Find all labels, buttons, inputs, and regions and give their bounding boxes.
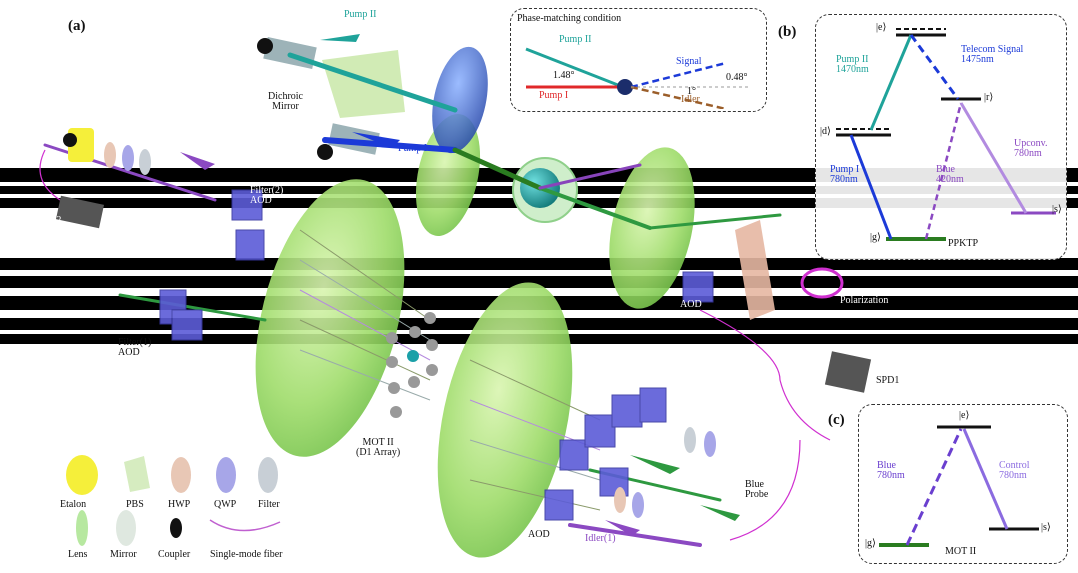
level-c-control: Control 780nm [999,460,1030,481]
panel-label-c: (c) [828,412,845,428]
label-pump1: Pump I [398,143,428,154]
level-b-e: |e⟩ [876,22,887,33]
legend-etalon: Etalon [60,499,87,510]
phase-angle2: 0.48° [726,72,748,83]
pump-laser-mid [317,123,380,160]
panel-label-b: (b) [778,24,797,40]
level-diagram-b: |e⟩ |r⟩ |d⟩ |g⟩ |s⟩ Pump II 1470nm Pump … [815,14,1067,260]
level-c-blue: Blue 780nm [877,460,905,481]
level-b-telecom: Telecom Signal 1475nm [961,44,1024,65]
label-pump2: Pump II [344,9,377,20]
label-spd1: SPD1 [876,375,900,386]
fiber-path-left [39,149,61,201]
label-ppktp: PPKTP [530,231,561,242]
fiber-path-bottom [729,439,801,541]
phase-matching-box: Phase-matching condition Pump II Pump I … [510,8,767,112]
legend-hwp: HWP [168,499,191,510]
spd1-box [824,351,872,393]
fiber-path-right [699,309,831,441]
phase-idler: Idler [681,94,700,105]
level-b-pump2: Pump II 1470nm [836,54,869,75]
level-c-e: |e⟩ [959,410,970,421]
fiber-coil [800,267,844,299]
level-b-svg [836,28,1056,241]
phase-pump2: Pump II [559,34,592,45]
label-dichroic-mirror: Dichroic Mirror [268,91,303,112]
blue-lens-top [432,46,488,154]
level-b-blue: Blue 420nm [936,164,964,185]
legend-pbs: PBS [126,499,144,510]
phase-angle1: 1.48° [553,70,575,81]
label-aom-b: Filter(1) AOD [118,337,152,358]
legend-filter: Filter [258,499,280,510]
legend-fiber: Single-mode fiber [210,549,283,560]
label-aod-right: AOD [680,299,702,310]
small-optics [104,142,716,518]
level-b-s: |s⟩ [1052,204,1062,215]
big-lens-left [255,179,405,457]
label-idler-bottom: Idler(1) [585,533,616,544]
label-dipping: Dipping [458,229,491,240]
pump-laser-top [257,37,317,69]
dichroic-prism [322,50,405,118]
level-b-pump1: Pump I 780nm [830,164,860,185]
level-b-ppktp: PPKTP [948,238,979,249]
legend-coupler: Coupler [158,549,191,560]
level-c-svg [879,425,1039,547]
phase-pump1: Pump I [539,90,569,101]
label-blue-probe: Blue Probe [745,479,769,500]
arrows [180,34,740,536]
level-b-g: |g⟩ [870,232,881,243]
level-c-mot: MOT II [945,546,977,557]
phase-angle3: 1° [687,86,696,97]
level-b-d: |d⟩ [820,126,831,137]
label-spd2: SPD2 [38,215,62,226]
panel-label-a: (a) [68,18,86,34]
label-mot: MOT II (D1 Array) [356,437,401,458]
big-lens-bottom [437,282,573,558]
aod-cubes [159,189,714,521]
label-aod-bottom: AOD [528,529,550,540]
level-c-s: |s⟩ [1041,522,1051,533]
mot-array [386,312,438,418]
level-b-r: |r⟩ [984,92,994,103]
phase-signal: Signal [676,56,702,67]
legend-qwp: QWP [214,499,237,510]
spd2-box [55,195,105,229]
legend-icons [66,455,281,546]
level-c-g: |g⟩ [865,538,876,549]
level-diagram-c: |e⟩ |g⟩ |s⟩ Blue 780nm Control 780nm MOT… [858,404,1068,564]
phase-box-svg [525,47,751,109]
label-polarization: Polarization [840,295,889,306]
wedge-right [735,220,775,320]
level-b-upconv: Upconv. 780nm [1014,138,1048,159]
legend-mirror: Mirror [110,549,137,560]
legend-lens: Lens [68,549,88,560]
label-aom-a: Filter(2) AOD [250,185,284,206]
phase-box-title: Phase-matching condition [517,13,622,24]
